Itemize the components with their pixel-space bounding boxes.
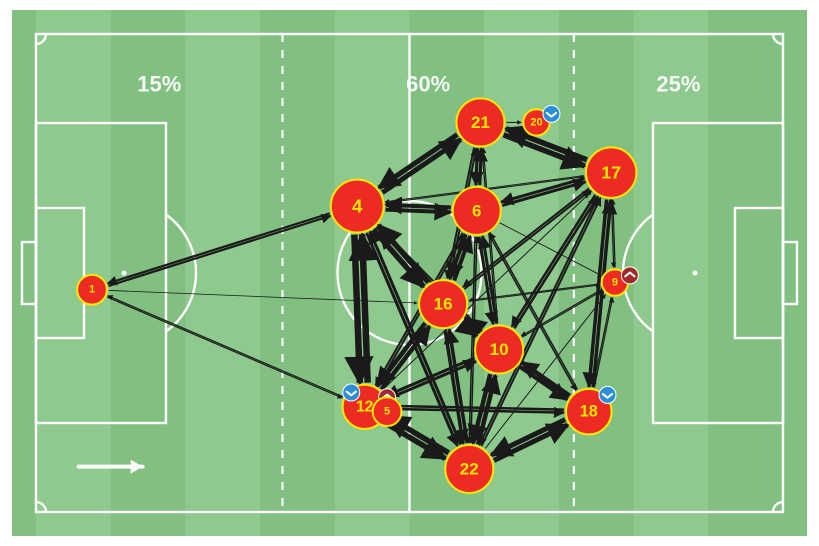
player-label: 5 bbox=[384, 406, 390, 418]
zone-label: 60% bbox=[406, 71, 450, 96]
player-label: 22 bbox=[460, 459, 479, 478]
zone-label: 25% bbox=[656, 71, 700, 96]
player-node-10: 10 bbox=[475, 325, 523, 373]
player-node-16: 16 bbox=[419, 280, 467, 328]
zone-label: 15% bbox=[137, 71, 181, 96]
player-label: 16 bbox=[434, 295, 453, 314]
player-label: 6 bbox=[472, 201, 481, 220]
player-node-5: 5 bbox=[373, 397, 402, 426]
player-label: 18 bbox=[580, 403, 598, 421]
player-node-21: 21 bbox=[456, 98, 504, 146]
pass-map-svg: 15% 60% 25% 1 4 21 17 6 16 10 12 5 22 18 9 20 bbox=[12, 10, 807, 536]
player-label: 20 bbox=[530, 116, 542, 128]
player-node-1: 1 bbox=[77, 275, 107, 305]
player-node-17: 17 bbox=[586, 147, 636, 197]
player-node-22: 22 bbox=[445, 445, 493, 493]
player-node-6: 6 bbox=[453, 187, 501, 235]
player-label: 17 bbox=[601, 163, 621, 183]
pass-map-container: 15% 60% 25% 1 4 21 17 6 16 10 12 5 22 18 9 20 bbox=[0, 0, 819, 546]
player-label: 12 bbox=[356, 398, 374, 415]
player-label: 1 bbox=[89, 284, 95, 296]
player-node-4: 4 bbox=[331, 180, 384, 233]
player-label: 4 bbox=[352, 196, 363, 217]
player-label: 21 bbox=[471, 113, 490, 132]
player-label: 9 bbox=[612, 277, 618, 289]
player-label: 10 bbox=[490, 340, 509, 359]
